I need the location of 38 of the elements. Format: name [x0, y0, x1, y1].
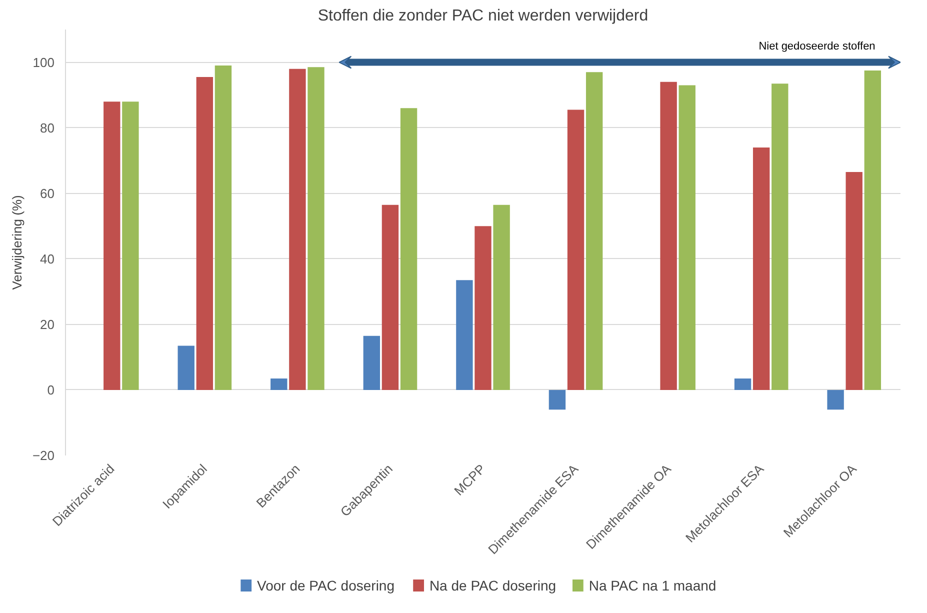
bar	[270, 378, 288, 390]
bar	[456, 280, 473, 390]
bar	[827, 390, 844, 410]
bar	[178, 346, 194, 390]
bar	[567, 110, 584, 390]
bar	[660, 82, 677, 390]
bar	[474, 226, 492, 390]
bar	[400, 108, 418, 390]
bar	[363, 336, 380, 390]
bar	[122, 102, 139, 390]
bar	[846, 172, 862, 390]
bar	[734, 378, 752, 390]
bar	[548, 390, 566, 410]
bar	[382, 204, 399, 390]
y-tick-label: −20	[32, 448, 55, 463]
y-tick-label: 100	[32, 54, 55, 70]
y-tick-label: 60	[40, 186, 55, 201]
bar	[289, 68, 306, 390]
bar	[772, 84, 788, 390]
legend-label: Voor de PAC dosering	[257, 578, 395, 594]
y-tick-label: 20	[40, 316, 55, 332]
bar	[196, 77, 214, 390]
bar	[752, 147, 770, 390]
chart-title: Stoffen die zonder PAC niet werden verwijderd	[318, 8, 648, 24]
bar	[493, 204, 510, 390]
bar	[104, 102, 120, 390]
annotation: Niet gedoseerde stoffen	[758, 40, 876, 52]
bar	[864, 70, 882, 390]
y-tick-label: 0	[47, 382, 55, 398]
bar	[214, 66, 232, 390]
bar	[586, 72, 603, 390]
y-axis-title: Verwijdering (%)	[9, 195, 24, 290]
bar	[678, 85, 696, 390]
legend-label: Na PAC na 1 maand	[588, 578, 716, 594]
y-tick-label: 40	[40, 251, 55, 266]
bar	[308, 67, 324, 390]
y-tick-label: 80	[40, 120, 55, 136]
legend-label: Na de PAC dosering	[429, 578, 556, 594]
